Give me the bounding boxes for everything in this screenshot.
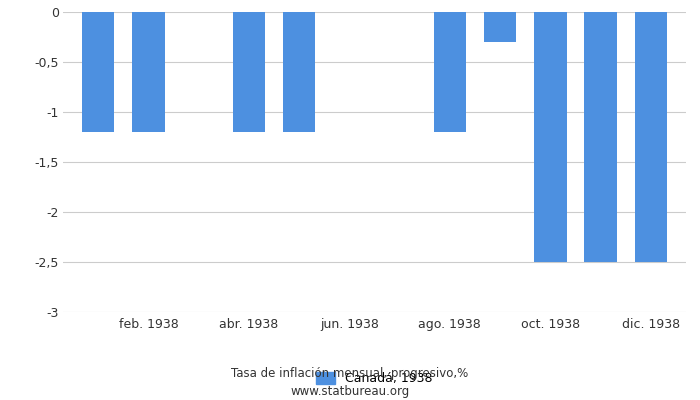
Bar [283,12,316,132]
Text: Tasa de inflación mensual, progresivo,%: Tasa de inflación mensual, progresivo,% [232,368,468,380]
Bar [534,12,567,262]
Bar [232,12,265,132]
Legend: Canadá, 1938: Canadá, 1938 [316,372,433,385]
Text: www.statbureau.org: www.statbureau.org [290,385,410,398]
Bar [484,12,517,42]
Bar [82,12,115,132]
Bar [584,12,617,262]
Bar [433,12,466,132]
Bar [132,12,164,132]
Bar [634,12,667,262]
